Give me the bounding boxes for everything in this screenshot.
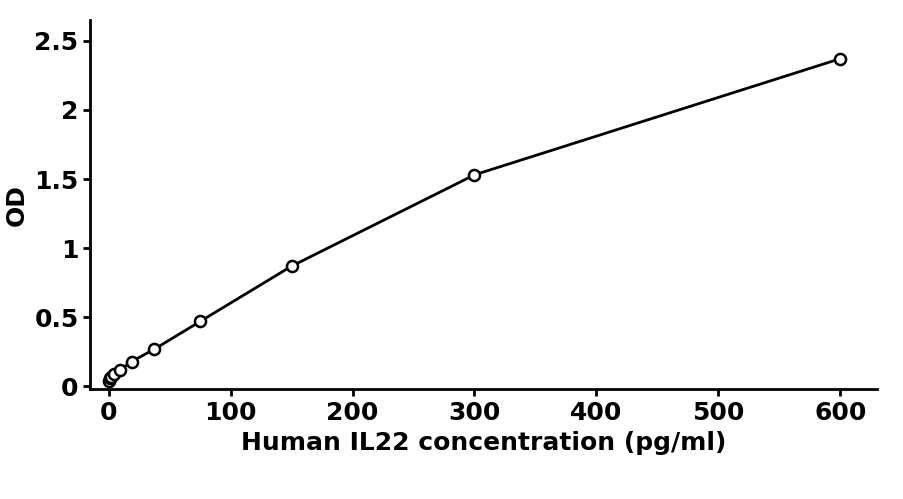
X-axis label: Human IL22 concentration (pg/ml): Human IL22 concentration (pg/ml) xyxy=(241,431,725,455)
Y-axis label: OD: OD xyxy=(5,184,29,226)
